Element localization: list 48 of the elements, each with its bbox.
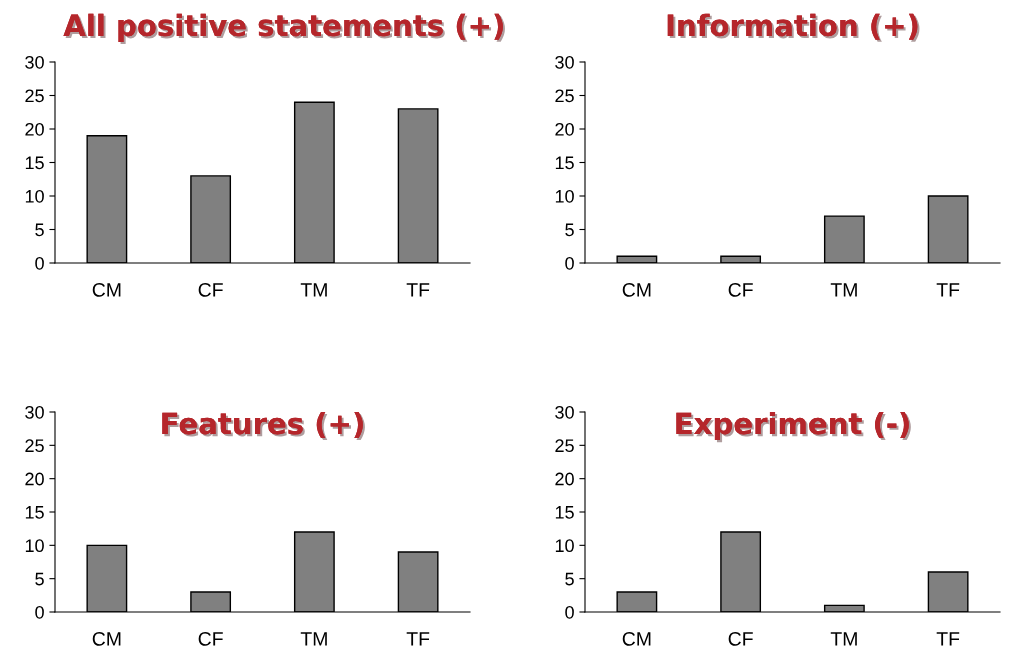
- x-tick-label: CM: [622, 282, 651, 297]
- y-tick-label: 5: [35, 223, 44, 237]
- y-tick-label: 0: [565, 605, 574, 619]
- x-tick-label: TM: [300, 632, 327, 646]
- y-tick-label: 0: [35, 605, 44, 619]
- y-tick-label: 30: [555, 405, 574, 419]
- x-tick-label: TF: [406, 283, 430, 297]
- x-tick-label: CM: [92, 282, 121, 297]
- y-tick-label: 25: [25, 439, 44, 453]
- y-tick-label: 10: [25, 539, 44, 553]
- x-tick-label: TF: [936, 632, 960, 646]
- y-tick-label: 5: [565, 572, 574, 586]
- y-tick-label: 25: [555, 89, 574, 103]
- chart-title: All positive statements (+): [63, 13, 505, 45]
- y-tick-label: 20: [25, 472, 44, 486]
- x-tick-label: TM: [300, 283, 327, 297]
- y-tick-label: 10: [25, 189, 44, 203]
- x-tick-label: TF: [406, 632, 430, 646]
- y-tick-label: 0: [35, 256, 44, 270]
- y-tick-label: 30: [555, 55, 574, 69]
- y-tick-label: 15: [25, 506, 44, 519]
- x-tick-label: CM: [622, 631, 651, 646]
- y-tick-label: 5: [565, 223, 574, 237]
- x-tick-label: TM: [830, 632, 857, 646]
- x-tick-label: CF: [728, 631, 753, 646]
- x-tick-label: TM: [830, 283, 857, 297]
- x-tick-label: TF: [936, 283, 960, 297]
- y-tick-label: 20: [555, 472, 574, 486]
- y-tick-label: 20: [555, 122, 574, 136]
- y-tick-label: 25: [25, 89, 44, 103]
- y-tick-label: 10: [555, 539, 574, 553]
- chart-title: Information (+): [667, 13, 920, 42]
- chart-title: Experiment (-): [676, 411, 911, 443]
- y-tick-label: 20: [25, 122, 44, 136]
- y-tick-label: 10: [555, 189, 574, 203]
- y-tick-label: 30: [25, 405, 44, 419]
- y-tick-label: 15: [555, 156, 574, 170]
- x-tick-label: CF: [198, 282, 223, 297]
- y-tick-label: 5: [35, 572, 44, 586]
- y-tick-label: 15: [555, 506, 574, 519]
- x-tick-label: CM: [92, 631, 121, 646]
- x-tick-label: CF: [728, 282, 753, 297]
- y-tick-label: 25: [555, 439, 574, 453]
- x-tick-label: CF: [198, 631, 223, 646]
- chart-title: Features (+): [162, 411, 365, 440]
- y-tick-label: 30: [25, 55, 44, 69]
- y-tick-label: 0: [565, 256, 574, 270]
- y-tick-label: 15: [25, 156, 44, 170]
